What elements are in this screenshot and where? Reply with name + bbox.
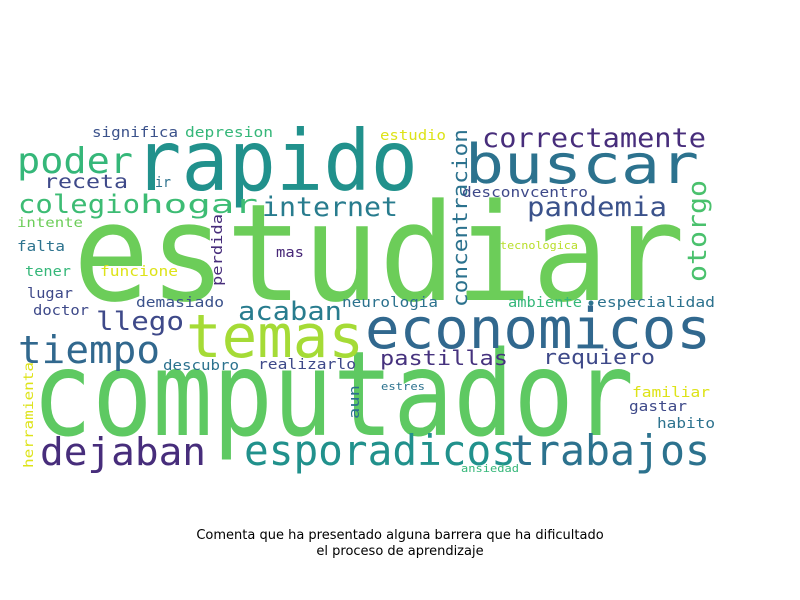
dot-mark [588,300,594,306]
word: computador [32,325,634,463]
word: internet [262,192,398,223]
word: lugar [27,286,73,302]
word: hogar [140,190,258,220]
word: realizarlo [258,357,356,373]
word: receta [44,171,128,193]
word: trabajos [510,426,710,475]
word: neurologia [342,295,438,311]
word: concentracion [448,129,472,307]
word: esporadicos [244,426,516,475]
word: gastar [629,399,687,415]
word: temas [186,302,364,372]
word: descubro [163,358,239,374]
caption: Comenta que ha presentado alguna barrera… [0,528,800,560]
word: dejaban [40,430,206,474]
word: desconvcentro [462,185,588,201]
word: ir [155,175,171,191]
word: poder [17,141,133,182]
word: aun [347,385,363,419]
word: perdida [210,214,226,286]
word: llego [96,307,184,337]
word: buscar [465,133,699,196]
word: herramienta [22,362,37,468]
word: habito [657,416,715,432]
word: intente [17,216,83,231]
word: colegio [18,190,140,220]
word: significa [92,125,178,141]
word: estres [381,380,425,393]
word: ansiedad [461,462,519,475]
word: demasiado [136,295,224,311]
word: falta [17,239,65,255]
word: acaban [238,297,342,327]
word: ambiente [508,295,582,311]
word: otorgo [683,180,713,282]
word: especialidad [597,295,715,311]
word: doctor [33,303,89,319]
caption-line-1: Comenta que ha presentado alguna barrera… [196,528,604,543]
word: estudiar [73,175,685,332]
word: estudio [380,128,446,144]
word: requiero [543,345,655,369]
word: economicos [365,297,711,362]
word: pandemia [527,192,667,223]
word: tiempo [18,328,160,372]
word: mas [276,245,304,261]
word: familiar [632,385,710,401]
word: funcione [100,264,178,280]
word: rapido [134,112,418,210]
caption-line-2: el proceso de aprendizaje [316,544,484,559]
word: tecnologica [500,239,578,252]
word: correctamente [482,123,706,154]
word: tener [25,264,71,280]
word: depresion [185,125,273,141]
word: pastillas [380,346,508,370]
